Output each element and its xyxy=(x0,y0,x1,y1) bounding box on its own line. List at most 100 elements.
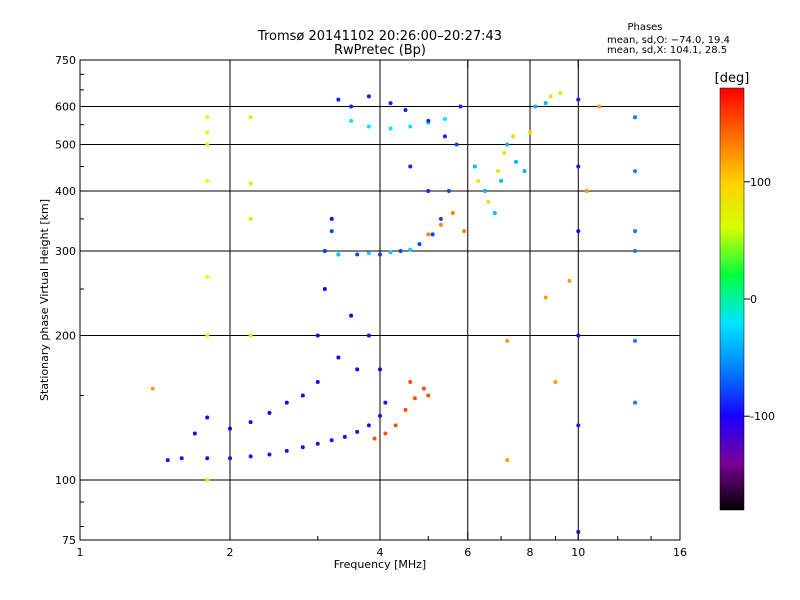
x-tick-label: 4 xyxy=(377,546,384,559)
data-point xyxy=(567,278,572,283)
data-point xyxy=(150,386,155,391)
data-point xyxy=(378,367,382,372)
data-point xyxy=(553,380,558,385)
data-point xyxy=(388,250,393,255)
data-point xyxy=(511,134,516,139)
data-point xyxy=(633,338,638,343)
data-point xyxy=(349,104,354,109)
data-point xyxy=(366,94,371,99)
data-point xyxy=(315,380,320,385)
data-point xyxy=(248,181,253,186)
phases-mean-x: mean, sd,X: 104.1, 28.5 xyxy=(607,45,727,56)
data-point xyxy=(378,413,382,418)
x-tick-label: 16 xyxy=(673,546,687,559)
data-point xyxy=(584,189,589,194)
data-point xyxy=(205,178,210,183)
data-point xyxy=(329,216,334,221)
data-point xyxy=(248,420,253,425)
data-point xyxy=(408,247,413,252)
data-point xyxy=(165,458,170,463)
data-point xyxy=(576,97,581,102)
y-axis-label: Stationary phase Virtual Height [km] xyxy=(38,199,51,401)
data-point xyxy=(505,458,510,463)
data-point xyxy=(426,118,431,123)
data-point xyxy=(403,407,408,412)
data-point xyxy=(383,431,388,436)
data-point xyxy=(336,97,341,102)
data-point xyxy=(633,229,638,234)
data-point xyxy=(267,452,272,457)
data-point xyxy=(329,229,334,234)
data-point xyxy=(543,101,548,106)
data-point xyxy=(205,415,210,420)
data-point xyxy=(205,142,210,147)
phases-heading: Phases xyxy=(627,22,662,33)
data-point xyxy=(248,454,253,459)
data-point xyxy=(458,104,463,109)
data-point xyxy=(205,333,210,338)
data-point xyxy=(366,124,371,129)
data-point xyxy=(417,242,422,247)
data-point xyxy=(300,393,305,398)
data-point xyxy=(248,216,253,221)
data-point xyxy=(412,396,417,401)
data-point xyxy=(349,118,354,123)
data-point xyxy=(505,142,510,147)
data-point xyxy=(462,229,467,234)
data-point xyxy=(322,287,327,292)
data-point xyxy=(248,333,253,338)
data-point xyxy=(248,115,253,120)
data-point xyxy=(366,251,371,256)
data-point xyxy=(505,338,510,343)
data-point xyxy=(486,199,491,204)
data-point xyxy=(514,159,519,164)
data-point xyxy=(576,333,581,338)
colorbar-gradient xyxy=(719,87,745,511)
data-point xyxy=(426,189,431,194)
data-point xyxy=(205,130,210,135)
data-point xyxy=(596,104,601,109)
data-point xyxy=(205,274,210,279)
data-point xyxy=(633,169,638,174)
data-point xyxy=(372,436,377,441)
data-point xyxy=(322,249,327,254)
colorbar-tick-label: 0 xyxy=(750,293,757,306)
data-point xyxy=(430,232,435,237)
x-tick-label: 2 xyxy=(227,546,234,559)
x-tick-label: 10 xyxy=(571,546,585,559)
data-point xyxy=(421,386,426,391)
data-point xyxy=(548,94,553,99)
data-point xyxy=(633,400,638,405)
data-point xyxy=(179,456,184,461)
data-point xyxy=(472,164,477,169)
data-point xyxy=(366,423,371,428)
data-point xyxy=(388,101,393,106)
data-point xyxy=(408,164,413,169)
colorbar-tick-label: 100 xyxy=(750,176,771,189)
data-point xyxy=(378,252,382,257)
data-point xyxy=(408,124,413,129)
data-point xyxy=(495,169,500,174)
data-point xyxy=(349,313,354,318)
data-point xyxy=(426,393,431,398)
data-point xyxy=(438,222,443,227)
data-point xyxy=(403,108,408,113)
y-tick-label: 500 xyxy=(55,139,76,152)
data-point xyxy=(442,134,447,139)
data-point xyxy=(192,431,197,436)
data-point xyxy=(576,229,581,234)
data-point xyxy=(398,249,403,254)
data-point xyxy=(483,189,488,194)
y-tick-label: 400 xyxy=(55,185,76,198)
data-point xyxy=(393,423,398,428)
data-point xyxy=(558,91,563,96)
data-point xyxy=(576,164,581,169)
data-point xyxy=(355,367,360,372)
grid-lines xyxy=(80,60,680,540)
data-point xyxy=(329,438,334,443)
colorbar-ticks: 100 0 -100 xyxy=(744,176,775,423)
y-tick-label: 100 xyxy=(55,474,76,487)
data-point xyxy=(205,456,210,461)
data-point xyxy=(336,252,341,257)
